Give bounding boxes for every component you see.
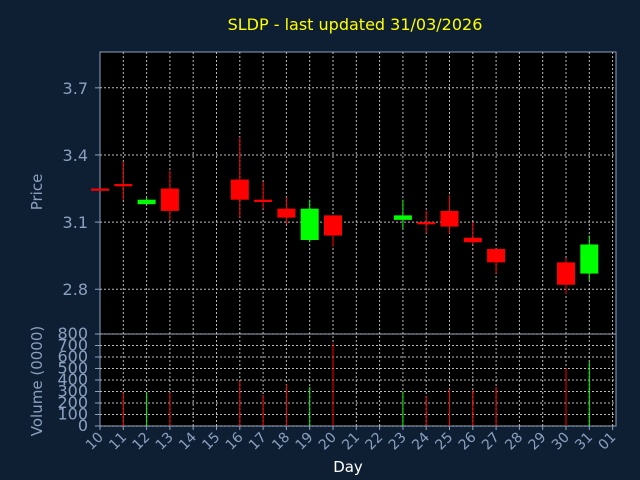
candle-body (557, 262, 575, 285)
candle-body (463, 237, 482, 243)
candle-body (114, 184, 133, 187)
price-axis-label: Price (28, 174, 46, 211)
price-tick-label: 3.1 (63, 213, 88, 232)
price-tick-label: 2.8 (63, 280, 88, 299)
candle-body (277, 208, 296, 218)
volume-tick-label: 600 (57, 347, 88, 366)
x-axis-label: Day (333, 458, 363, 476)
price-grid (100, 87, 616, 290)
volume-tick-label: 400 (57, 370, 88, 389)
volume-axis-label: Volume (0000) (28, 326, 46, 436)
price-y-ticks: 2.8 3.1 3.4 3.7 (63, 79, 100, 299)
price-plot-area (99, 51, 617, 335)
candle-body (300, 208, 319, 240)
candle-body (254, 199, 273, 202)
candle-body (487, 248, 506, 263)
candles (91, 137, 599, 294)
chart-title: SLDP - last updated 31/03/2026 (228, 15, 483, 34)
candle-body (324, 215, 342, 236)
candle-body (440, 210, 459, 227)
volume-tick-label: 0 (78, 416, 88, 435)
volume-tick-label: 500 (57, 359, 88, 378)
candle-body (160, 188, 179, 211)
volume-bars (122, 343, 590, 426)
price-tick-label: 3.7 (63, 79, 88, 98)
candle-body (393, 215, 412, 220)
volume-grid (100, 333, 616, 427)
volume-tick-label: 300 (57, 382, 88, 401)
candle-body (137, 199, 156, 205)
volume-tick-label: 800 (57, 324, 88, 343)
candle-body (417, 222, 436, 225)
volume-tick-label: 700 (57, 336, 88, 355)
volume-tick-label: 100 (57, 405, 88, 424)
candle-body (91, 188, 109, 191)
volume-tick-label: 200 (57, 393, 88, 412)
price-tick-label: 3.4 (63, 146, 88, 165)
candle-body (230, 179, 249, 200)
candle-body (580, 244, 599, 274)
